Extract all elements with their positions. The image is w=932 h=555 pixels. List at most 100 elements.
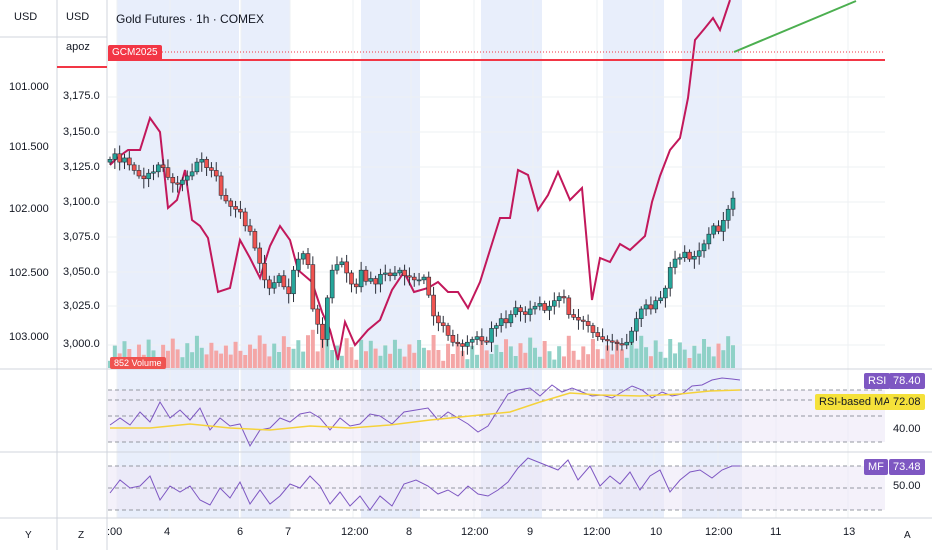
candle-22 — [213, 170, 219, 177]
candle-112 — [648, 304, 654, 310]
left-tick-label-1: 101.500 — [9, 141, 49, 153]
candle-41 — [305, 253, 311, 265]
time-tick-label-0: :00 — [107, 526, 123, 538]
time-tick-label-1: 4 — [164, 526, 171, 538]
candle-96 — [571, 314, 576, 318]
candle-64 — [416, 279, 422, 282]
volume-bar-30 — [252, 348, 257, 368]
candle-15 — [180, 179, 185, 185]
scale-button-a[interactable]: A — [904, 530, 911, 541]
volume-bar-110 — [639, 335, 644, 368]
candle-87 — [527, 308, 533, 315]
candle-103 — [605, 339, 610, 342]
candle-7 — [141, 175, 147, 180]
volume-bar-28 — [243, 355, 248, 368]
candle-55 — [373, 278, 378, 285]
candle-63 — [411, 276, 417, 281]
left-tick-label-4: 103.000 — [9, 331, 49, 343]
candle-69 — [440, 322, 446, 326]
volume-bar-109 — [634, 348, 639, 368]
volume-bar-16 — [185, 343, 190, 368]
candle-81 — [498, 318, 504, 326]
volume-bar-20 — [204, 354, 209, 368]
mid-currency-label[interactable]: USD — [66, 11, 90, 23]
chart-title: Gold Futures · 1h · COMEX — [116, 12, 265, 26]
volume-bar-102 — [600, 358, 605, 368]
volume-bar-63 — [412, 352, 417, 368]
price-tick-label-4: 3,075.0 — [63, 231, 100, 243]
candle-31 — [257, 247, 263, 264]
candle-26 — [233, 206, 238, 210]
candle-77 — [479, 336, 485, 342]
price-tick-label-0: 3,175.0 — [63, 90, 100, 102]
volume-bar-92 — [552, 359, 557, 368]
candle-71 — [450, 335, 456, 343]
volume-bar-77 — [479, 340, 484, 368]
candle-2 — [117, 153, 122, 163]
volume-bar-64 — [417, 340, 422, 368]
volume-bar-112 — [648, 356, 653, 368]
scale-button-y[interactable]: Y — [25, 530, 32, 541]
volume-bar-19 — [199, 347, 204, 368]
mf-line — [109, 457, 740, 511]
candle-72 — [455, 341, 461, 344]
mf-value-badge: 73.48 — [889, 459, 925, 475]
price-tick-label-3: 3,100.0 — [63, 196, 100, 208]
volume-bar-94 — [561, 356, 566, 368]
volume-bar-87 — [528, 337, 533, 368]
volume-bar-118 — [677, 342, 682, 368]
rsi-ma-label-badge: RSI-based MA — [815, 394, 895, 410]
volume-bar-121 — [692, 345, 697, 368]
volume-bar-14 — [175, 349, 180, 368]
candle-105 — [614, 341, 620, 344]
candle-121 — [692, 256, 697, 260]
candle-97 — [576, 316, 581, 321]
candle-102 — [600, 336, 605, 340]
candle-68 — [436, 315, 441, 324]
volume-bar-53 — [363, 351, 368, 368]
volume-bar-76 — [475, 354, 480, 368]
rsi-label-badge: RSI — [864, 373, 891, 389]
candle-65 — [421, 276, 427, 281]
candle-4 — [127, 157, 132, 166]
volume-bar-41 — [306, 335, 311, 368]
candle-29 — [247, 225, 253, 232]
candle-90 — [542, 303, 547, 311]
volume-bar-40 — [301, 351, 306, 368]
candle-27 — [238, 208, 243, 213]
volume-bar-73 — [460, 350, 465, 368]
left-currency-label[interactable]: USD — [14, 11, 38, 23]
volume-bar-23 — [219, 353, 224, 368]
volume-bar-122 — [697, 353, 702, 368]
candle-52 — [358, 269, 364, 288]
volume-bar-116 — [668, 339, 673, 368]
candle-124 — [706, 233, 712, 245]
volume-bar-119 — [682, 349, 687, 368]
volume-bar-89 — [537, 356, 542, 368]
candle-38 — [291, 269, 296, 295]
candle-12 — [165, 167, 171, 178]
candle-92 — [552, 300, 557, 307]
volume-bar-126 — [716, 343, 721, 368]
volume-bar-59 — [392, 339, 397, 368]
price-tick-label-1: 3,150.0 — [63, 126, 100, 138]
candle-129 — [730, 197, 736, 210]
candle-76 — [474, 336, 480, 340]
candle-62 — [407, 275, 412, 278]
candle-39 — [296, 258, 301, 271]
scale-button-z[interactable]: Z — [78, 530, 85, 541]
candle-61 — [402, 269, 407, 277]
time-tick-label-3: 7 — [285, 526, 292, 538]
candle-54 — [368, 278, 374, 282]
volume-bar-98 — [581, 346, 586, 368]
volume-bars — [108, 329, 735, 368]
volume-bar-56 — [378, 355, 383, 368]
candle-34 — [271, 282, 277, 289]
volume-bar-22 — [214, 350, 219, 368]
volume-bar-82 — [504, 339, 509, 368]
volume-bar-71 — [450, 354, 455, 368]
volume-bar-106 — [619, 349, 624, 368]
volume-bar-38 — [291, 348, 296, 368]
candle-47 — [334, 264, 340, 271]
